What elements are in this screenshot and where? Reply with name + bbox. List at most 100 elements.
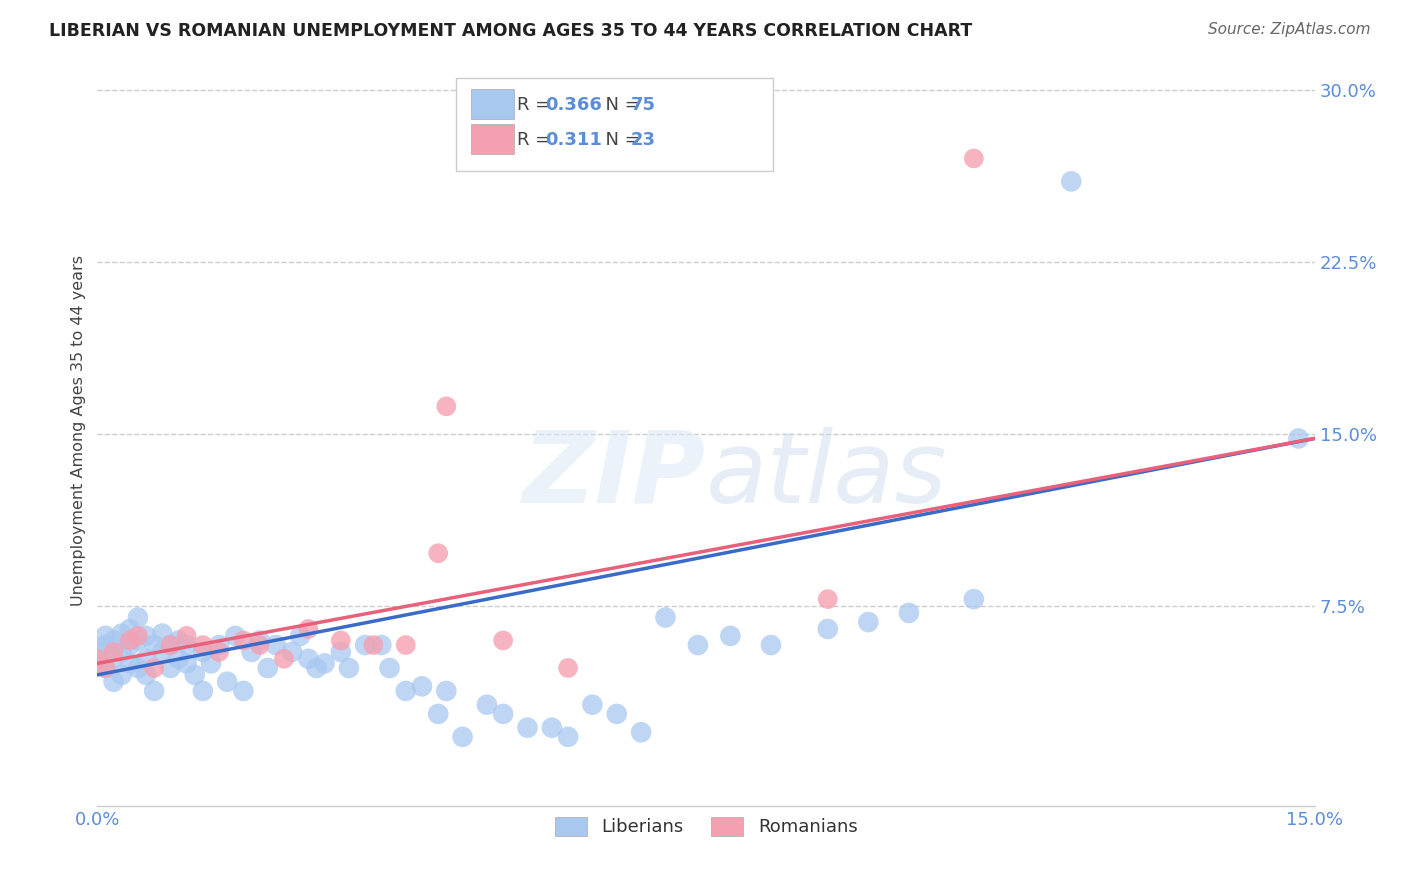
Text: 0.311: 0.311 [546, 131, 602, 149]
Point [143, 661, 166, 675]
Point [127, 610, 149, 624]
Point [897, 606, 920, 620]
Point [208, 638, 231, 652]
Point [94, 661, 117, 675]
Point [217, 674, 239, 689]
Point [94, 661, 117, 675]
Point [606, 706, 628, 721]
Point [249, 633, 271, 648]
Point [86, 652, 108, 666]
Point [232, 684, 254, 698]
Point [817, 592, 839, 607]
Point [427, 546, 450, 560]
Point [492, 633, 515, 648]
Point [176, 629, 198, 643]
Point [224, 629, 246, 643]
Point [273, 652, 295, 666]
Point [232, 633, 254, 648]
Text: N =: N = [593, 95, 645, 113]
Point [963, 152, 986, 166]
Point [557, 661, 579, 675]
Point [297, 652, 319, 666]
Text: 75: 75 [630, 95, 655, 113]
Text: 23: 23 [630, 131, 655, 149]
Point [127, 633, 149, 648]
Point [305, 661, 328, 675]
Point [86, 657, 108, 671]
Point [434, 684, 457, 698]
Point [759, 638, 782, 652]
Point [167, 633, 190, 648]
Point [143, 684, 166, 698]
Point [557, 730, 579, 744]
Point [111, 668, 134, 682]
Point [361, 638, 384, 652]
Point [329, 633, 352, 648]
Point [127, 629, 149, 643]
Point [111, 626, 134, 640]
Point [370, 638, 392, 652]
Point [127, 661, 149, 675]
Point [86, 645, 108, 659]
Point [103, 652, 125, 666]
Point [118, 657, 141, 671]
Point [167, 652, 190, 666]
Point [176, 657, 198, 671]
Point [540, 721, 562, 735]
Point [103, 633, 125, 648]
Point [858, 615, 880, 629]
Point [118, 633, 141, 648]
Point [249, 638, 271, 652]
Point [135, 668, 157, 682]
Point [395, 638, 418, 652]
Point [1060, 174, 1083, 188]
Point [200, 657, 222, 671]
Point [314, 657, 336, 671]
Point [516, 721, 538, 735]
Point [159, 638, 181, 652]
Point [143, 638, 166, 652]
Point [135, 652, 157, 666]
Point [159, 638, 181, 652]
Point [963, 592, 986, 607]
Point [492, 706, 515, 721]
Point [451, 730, 474, 744]
FancyBboxPatch shape [457, 78, 773, 171]
Text: R =: R = [517, 131, 557, 149]
Point [176, 638, 198, 652]
Point [290, 629, 312, 643]
Point [475, 698, 498, 712]
Point [191, 638, 214, 652]
Point [297, 622, 319, 636]
FancyBboxPatch shape [471, 124, 513, 154]
Text: LIBERIAN VS ROMANIAN UNEMPLOYMENT AMONG AGES 35 TO 44 YEARS CORRELATION CHART: LIBERIAN VS ROMANIAN UNEMPLOYMENT AMONG … [49, 22, 973, 40]
Text: N =: N = [593, 131, 645, 149]
Point [191, 684, 214, 698]
Point [654, 610, 676, 624]
Point [354, 638, 377, 652]
Point [94, 629, 117, 643]
Point [184, 668, 207, 682]
Point [329, 645, 352, 659]
Point [94, 638, 117, 652]
Point [111, 645, 134, 659]
Point [118, 638, 141, 652]
Point [378, 661, 401, 675]
Point [208, 645, 231, 659]
Point [434, 400, 457, 414]
Point [817, 622, 839, 636]
Point [411, 679, 433, 693]
Text: R =: R = [517, 95, 557, 113]
Point [1288, 432, 1310, 446]
Point [337, 661, 360, 675]
Point [135, 629, 157, 643]
Text: 0.366: 0.366 [546, 95, 602, 113]
Point [718, 629, 741, 643]
Point [118, 622, 141, 636]
Point [159, 661, 181, 675]
Point [240, 645, 263, 659]
FancyBboxPatch shape [471, 89, 513, 119]
Point [630, 725, 652, 739]
Point [256, 661, 278, 675]
Text: ZIP: ZIP [523, 427, 706, 524]
